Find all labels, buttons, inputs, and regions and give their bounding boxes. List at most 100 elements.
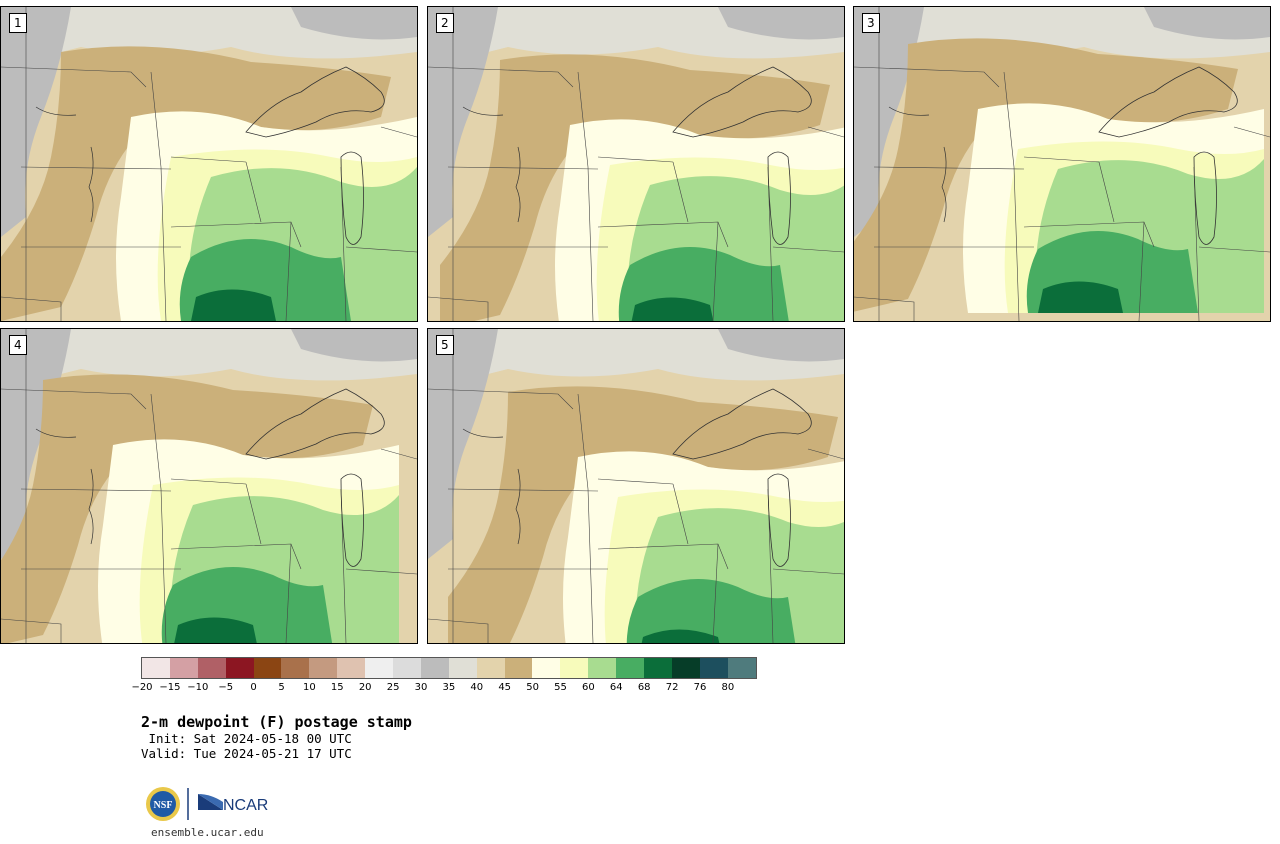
colorbar-labels: −20 −15 −10 −5 0 5 10 15 20 25 30 35 40 45 50 55 60 64 68 7… bbox=[0, 682, 1280, 696]
state-border bbox=[447, 488, 599, 492]
dewpoint-region bbox=[428, 7, 498, 237]
colorbar-tick-label: 35 bbox=[442, 682, 456, 693]
lake-michigan-outline bbox=[767, 151, 791, 245]
colorbar-tick-label: 20 bbox=[358, 682, 372, 693]
state-border bbox=[150, 71, 167, 321]
colorbar-tick-label: 50 bbox=[526, 682, 539, 693]
colorbar-swatch bbox=[448, 658, 477, 678]
state-border bbox=[1, 388, 147, 410]
state-border bbox=[1023, 156, 1100, 163]
state-border bbox=[380, 448, 417, 460]
dewpoint-region bbox=[1144, 7, 1270, 40]
river-outline bbox=[515, 146, 521, 223]
dewpoint-region bbox=[291, 329, 417, 362]
state-border bbox=[428, 296, 489, 321]
colorbar-tick-label: 76 bbox=[693, 682, 707, 693]
colorbar-swatch bbox=[142, 658, 170, 678]
colorbar-swatch bbox=[169, 658, 198, 678]
state-border bbox=[428, 618, 489, 643]
colorbar-swatch bbox=[225, 658, 254, 678]
colorbar-swatch bbox=[727, 658, 756, 678]
lake-superior-outline bbox=[245, 388, 385, 460]
state-border bbox=[672, 483, 689, 545]
dewpoint-region bbox=[718, 7, 844, 40]
dewpoint-region bbox=[174, 617, 257, 643]
lake-michigan-outline bbox=[340, 151, 364, 245]
colorbar-tick-label: −10 bbox=[187, 682, 209, 693]
figure-title: 2-m dewpoint (F) postage stamp bbox=[141, 713, 412, 731]
svg-text:NCAR: NCAR bbox=[223, 797, 268, 814]
dewpoint-map bbox=[854, 7, 1270, 321]
state-border bbox=[345, 246, 417, 253]
colorbar-swatch bbox=[476, 658, 505, 678]
state-border bbox=[428, 388, 574, 410]
colorbar-swatch bbox=[699, 658, 728, 678]
river-outline bbox=[35, 428, 77, 438]
river-outline bbox=[888, 106, 930, 116]
state-border bbox=[150, 393, 167, 643]
dewpoint-map bbox=[1, 7, 417, 321]
state-border bbox=[245, 161, 262, 223]
state-border bbox=[170, 156, 247, 163]
state-border bbox=[597, 156, 674, 163]
state-border bbox=[854, 66, 1000, 88]
state-border bbox=[345, 568, 417, 575]
dewpoint-region bbox=[1, 374, 373, 643]
lake-michigan-outline bbox=[1193, 151, 1217, 245]
state-border bbox=[854, 296, 915, 321]
dewpoint-region bbox=[448, 386, 838, 643]
dewpoint-region bbox=[1, 7, 71, 237]
state-border bbox=[1233, 126, 1270, 138]
state-border bbox=[380, 126, 417, 138]
colorbar-swatch bbox=[253, 658, 282, 678]
state-border bbox=[447, 166, 599, 170]
panel-5: 5 bbox=[427, 328, 845, 644]
river-outline bbox=[941, 146, 947, 223]
state-border bbox=[1, 618, 62, 643]
colorbar-swatch bbox=[337, 658, 366, 678]
colorbar-tick-label: 10 bbox=[303, 682, 316, 693]
dewpoint-region bbox=[1038, 281, 1123, 313]
colorbar-tick-label: 25 bbox=[386, 682, 400, 693]
colorbar bbox=[141, 657, 757, 679]
init-time: Init: Sat 2024-05-18 00 UTC bbox=[141, 731, 352, 746]
state-border bbox=[772, 568, 844, 575]
state-border bbox=[772, 246, 844, 253]
colorbar-tick-label: 80 bbox=[721, 682, 735, 693]
panel-2: 2 bbox=[427, 6, 845, 322]
dewpoint-region bbox=[291, 7, 417, 40]
river-outline bbox=[35, 106, 77, 116]
state-border bbox=[577, 393, 594, 643]
state-border bbox=[20, 488, 172, 492]
colorbar-swatch bbox=[644, 658, 672, 678]
panel-number: 3 bbox=[862, 13, 880, 33]
state-border bbox=[20, 166, 172, 170]
colorbar-tick-label: −15 bbox=[159, 682, 181, 693]
colorbar-swatch bbox=[532, 658, 561, 678]
colorbar-tick-label: 5 bbox=[278, 682, 285, 693]
dewpoint-region bbox=[440, 54, 830, 321]
dewpoint-region bbox=[631, 297, 714, 321]
lake-superior-outline bbox=[245, 66, 385, 138]
panel-number: 4 bbox=[9, 335, 27, 355]
site-url: ensemble.ucar.edu bbox=[151, 826, 264, 839]
colorbar-swatch bbox=[671, 658, 700, 678]
state-border bbox=[672, 161, 689, 223]
panel-number: 5 bbox=[436, 335, 454, 355]
state-border bbox=[712, 543, 719, 643]
colorbar-swatch bbox=[588, 658, 617, 678]
panel-3: 3 bbox=[853, 6, 1271, 322]
colorbar-swatch bbox=[365, 658, 394, 678]
state-border bbox=[1003, 71, 1020, 321]
colorbar-tick-label: 30 bbox=[414, 682, 428, 693]
colorbar-tick-label: −5 bbox=[218, 682, 234, 693]
dewpoint-region bbox=[428, 329, 498, 559]
state-border bbox=[577, 71, 594, 321]
colorbar-tick-label: −20 bbox=[131, 682, 153, 693]
colorbar-tick-label: 68 bbox=[637, 682, 651, 693]
dewpoint-region bbox=[626, 579, 796, 643]
state-border bbox=[807, 126, 844, 138]
state-border bbox=[245, 483, 262, 545]
dewpoint-region bbox=[854, 38, 1238, 312]
state-border bbox=[873, 166, 1025, 170]
